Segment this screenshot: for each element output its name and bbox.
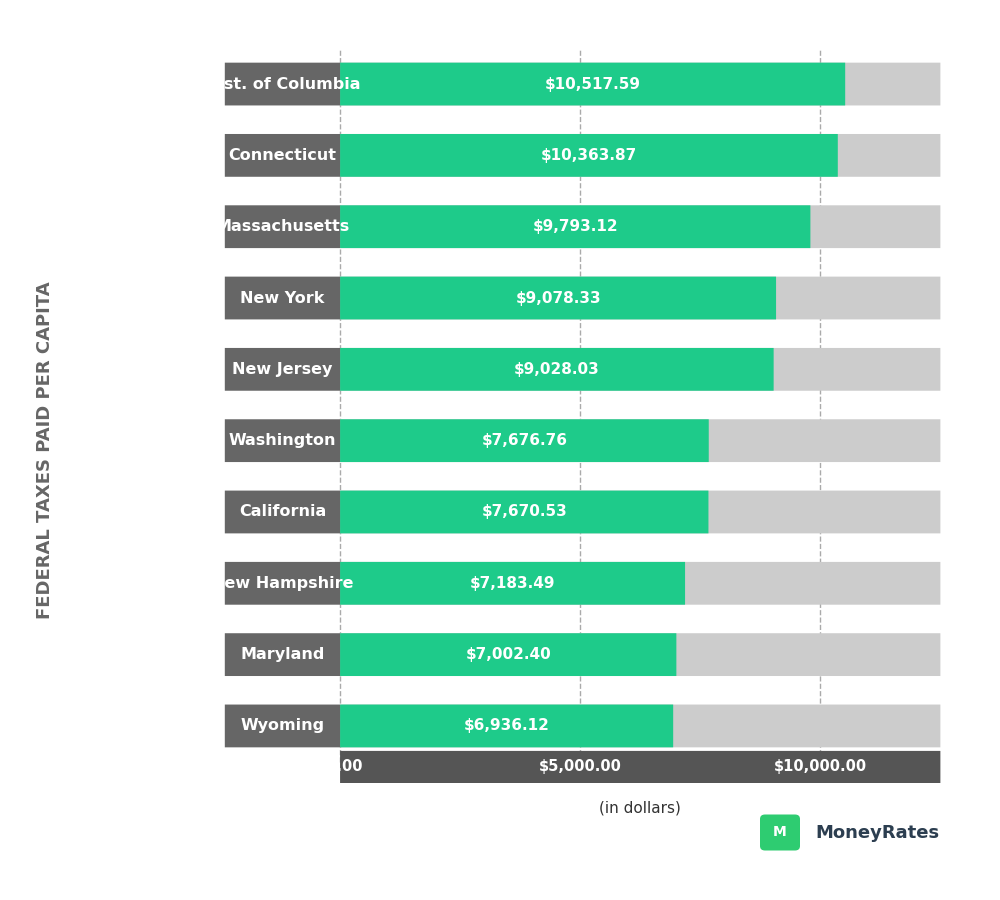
Text: $10,517.59: $10,517.59 <box>545 76 641 92</box>
FancyBboxPatch shape <box>340 205 940 248</box>
FancyBboxPatch shape <box>340 276 776 320</box>
Text: New Jersey: New Jersey <box>232 362 333 377</box>
Text: New Hampshire: New Hampshire <box>211 576 354 590</box>
Text: New York: New York <box>240 291 325 305</box>
FancyBboxPatch shape <box>225 205 340 248</box>
FancyBboxPatch shape <box>225 276 340 320</box>
FancyBboxPatch shape <box>340 276 940 320</box>
Text: Wyoming: Wyoming <box>240 718 324 734</box>
FancyBboxPatch shape <box>340 348 774 391</box>
FancyBboxPatch shape <box>225 634 340 676</box>
Text: Maryland: Maryland <box>240 647 325 662</box>
Text: MoneyRates: MoneyRates <box>815 824 939 842</box>
Text: $9,793.12: $9,793.12 <box>532 220 618 234</box>
Text: Dist. of Columbia: Dist. of Columbia <box>205 76 360 92</box>
Text: $7,183.49: $7,183.49 <box>470 576 555 590</box>
FancyBboxPatch shape <box>225 562 340 605</box>
FancyBboxPatch shape <box>340 634 940 676</box>
FancyBboxPatch shape <box>340 491 708 534</box>
FancyBboxPatch shape <box>340 705 940 747</box>
Text: (in dollars): (in dollars) <box>599 801 681 815</box>
FancyBboxPatch shape <box>340 63 845 105</box>
FancyBboxPatch shape <box>225 134 340 176</box>
Text: $5,000.00: $5,000.00 <box>539 760 622 775</box>
FancyBboxPatch shape <box>340 205 810 248</box>
Text: $10,363.87: $10,363.87 <box>541 148 637 163</box>
FancyBboxPatch shape <box>340 562 685 605</box>
FancyBboxPatch shape <box>340 634 676 676</box>
FancyBboxPatch shape <box>340 134 838 176</box>
Text: Connecticut: Connecticut <box>228 148 336 163</box>
Text: M: M <box>773 825 787 840</box>
Text: $7,676.76: $7,676.76 <box>481 433 567 448</box>
FancyBboxPatch shape <box>340 751 940 783</box>
Text: $10,000.00: $10,000.00 <box>774 760 867 775</box>
FancyBboxPatch shape <box>225 63 340 105</box>
FancyBboxPatch shape <box>340 419 940 462</box>
FancyBboxPatch shape <box>340 134 940 176</box>
FancyBboxPatch shape <box>225 491 340 534</box>
FancyBboxPatch shape <box>340 419 709 462</box>
Text: $9,028.03: $9,028.03 <box>514 362 600 377</box>
FancyBboxPatch shape <box>225 419 340 462</box>
FancyBboxPatch shape <box>340 705 673 747</box>
FancyBboxPatch shape <box>340 348 940 391</box>
Text: $7,670.53: $7,670.53 <box>481 505 567 519</box>
Text: $9,078.33: $9,078.33 <box>515 291 601 305</box>
FancyBboxPatch shape <box>225 348 340 391</box>
Text: Massachusetts: Massachusetts <box>215 220 350 234</box>
FancyBboxPatch shape <box>340 63 940 105</box>
FancyBboxPatch shape <box>225 705 340 747</box>
Text: California: California <box>239 505 326 519</box>
Text: $6,936.12: $6,936.12 <box>464 718 550 734</box>
Text: $0.00: $0.00 <box>317 760 363 775</box>
FancyBboxPatch shape <box>340 491 940 534</box>
Text: FEDERAL TAXES PAID PER CAPITA: FEDERAL TAXES PAID PER CAPITA <box>36 281 54 619</box>
FancyBboxPatch shape <box>340 562 940 605</box>
Text: $7,002.40: $7,002.40 <box>465 647 551 662</box>
Text: Washington: Washington <box>229 433 336 448</box>
